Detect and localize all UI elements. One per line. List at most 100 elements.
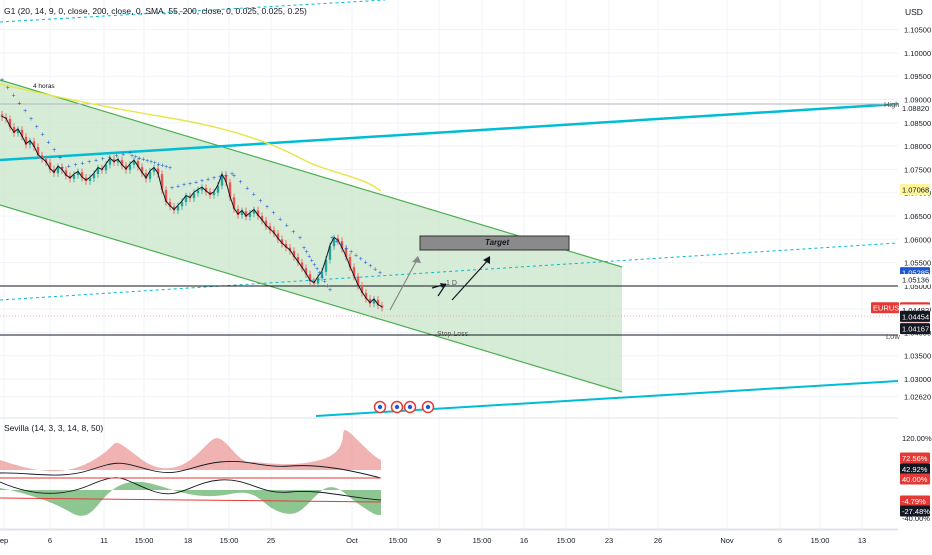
candle-body — [160, 174, 164, 190]
candle-body — [244, 211, 248, 217]
sar-dot: + — [252, 192, 256, 199]
candle-body — [56, 167, 60, 174]
sar-dot: + — [368, 263, 372, 270]
price-tick-label: 1.06500 — [904, 212, 931, 221]
sar-dot: + — [291, 229, 295, 236]
arrowhead — [440, 283, 446, 288]
parabolic-sar: ++++++++++++ + + + + + + + + + ++ + + + + + + + + + ++ + + + + + +… — [0, 77, 382, 294]
price-tick-label: 1.07500 — [904, 165, 931, 174]
time-tick-label: 9 — [437, 536, 441, 545]
candle-body — [324, 259, 328, 272]
sar-dot: + — [17, 100, 21, 107]
oscillator-pane — [0, 417, 898, 530]
candle-body — [240, 211, 244, 216]
candle-body — [356, 276, 360, 286]
candle-body — [60, 167, 64, 171]
candle-body — [116, 160, 120, 163]
time-axis: ep 6 11 15:00 18 15:00 25 Oct 15:00 9 15:00 16 15:00… — [0, 529, 898, 545]
candle-body — [12, 127, 16, 134]
time-tick-label: 15:00 — [135, 536, 154, 545]
sar-dot: + — [272, 210, 276, 217]
candle-body — [40, 155, 44, 160]
price-badge-bg — [871, 302, 899, 314]
oscillator-header[interactable]: Sevilla (14, 3, 3, 14, 8, 50) — [4, 423, 104, 433]
time-tick-label: 15:00 — [557, 536, 576, 545]
sar-dot: + — [160, 163, 164, 170]
arrow-up-1 — [389, 257, 419, 311]
sar-dot: + — [239, 179, 243, 186]
candle-body — [232, 197, 236, 209]
price-badge: 1.07068 — [902, 186, 929, 195]
price-tick-label: 1.02620 — [904, 393, 931, 402]
sar-dot: + — [46, 139, 50, 146]
price-badge-bg — [900, 274, 930, 286]
sar-dot: + — [312, 262, 316, 269]
sar-dot: + — [41, 132, 45, 139]
price-tick-label: 1.09500 — [904, 72, 931, 81]
sar-dot: + — [224, 172, 228, 179]
high-label: High — [884, 100, 900, 109]
candle-body — [276, 233, 280, 240]
candle-body — [220, 174, 224, 186]
price-badge: 1.05285 — [902, 269, 929, 278]
candle-body — [128, 164, 132, 170]
time-tick-label: 25 — [267, 536, 275, 545]
sar-dot: + — [164, 164, 168, 171]
sar-dot: + — [298, 235, 302, 242]
osc-badge: 42.92% — [902, 465, 928, 474]
candle-body — [368, 298, 372, 304]
entry-tag: 1 D — [446, 280, 457, 287]
candle-body — [52, 169, 56, 174]
sar-dot: + — [153, 160, 157, 167]
time-tick-label: 16 — [520, 536, 528, 545]
price-badge-bg — [900, 323, 930, 335]
osc-badge: -27.48% — [902, 507, 930, 516]
price-badge: 1.08820 — [902, 104, 929, 113]
candle-body — [152, 168, 156, 172]
sar-dot: + — [285, 223, 289, 230]
sar-dot: + — [325, 283, 329, 290]
candle-body — [328, 246, 332, 260]
event-dot-icon — [425, 404, 431, 410]
sar-dot: + — [330, 235, 334, 242]
stop-loss-label: Stop Loss — [437, 331, 469, 338]
candle-body — [228, 182, 232, 198]
projection-arrows — [389, 256, 491, 311]
candle-body — [92, 174, 96, 179]
sar-dot: + — [145, 158, 149, 165]
osc-green-area — [0, 481, 381, 516]
candle-body — [204, 188, 208, 192]
time-tick-label: 26 — [654, 536, 662, 545]
candle-body — [248, 213, 252, 217]
osc-badge: -4.79% — [902, 497, 926, 506]
sar-dot: + — [212, 175, 216, 182]
osc-badge-bg — [900, 495, 930, 507]
candle-body — [268, 226, 272, 230]
sar-dot: + — [182, 182, 186, 189]
candle-body — [212, 192, 216, 196]
candle-body — [32, 141, 36, 148]
arrow-step-2 — [437, 283, 447, 297]
candle-body — [200, 188, 204, 191]
indicator-header[interactable]: G1 (20, 14, 9, 0, close, 200, close, 0, … — [4, 6, 307, 16]
sar-dot: + — [87, 159, 91, 166]
channel-lower — [0, 204, 623, 393]
sar-dot: + — [359, 256, 363, 263]
time-tick-label: Oct — [346, 536, 359, 545]
arrowhead — [412, 256, 421, 263]
sar-dot: + — [12, 93, 16, 100]
time-tick-label: Nov — [720, 536, 734, 545]
candle-body — [264, 220, 268, 227]
sar-dot: + — [60, 165, 64, 172]
channel-label: 4 horas — [33, 83, 55, 90]
sar-dot: + — [302, 245, 306, 252]
candle-body — [348, 256, 352, 268]
candle-body — [288, 247, 292, 251]
price-tick-label: 1.10000 — [904, 49, 931, 58]
candle-body — [88, 178, 92, 182]
event-dot-icon — [407, 404, 413, 410]
price-tick-label: 1.08500 — [904, 119, 931, 128]
candle-body — [192, 193, 196, 199]
